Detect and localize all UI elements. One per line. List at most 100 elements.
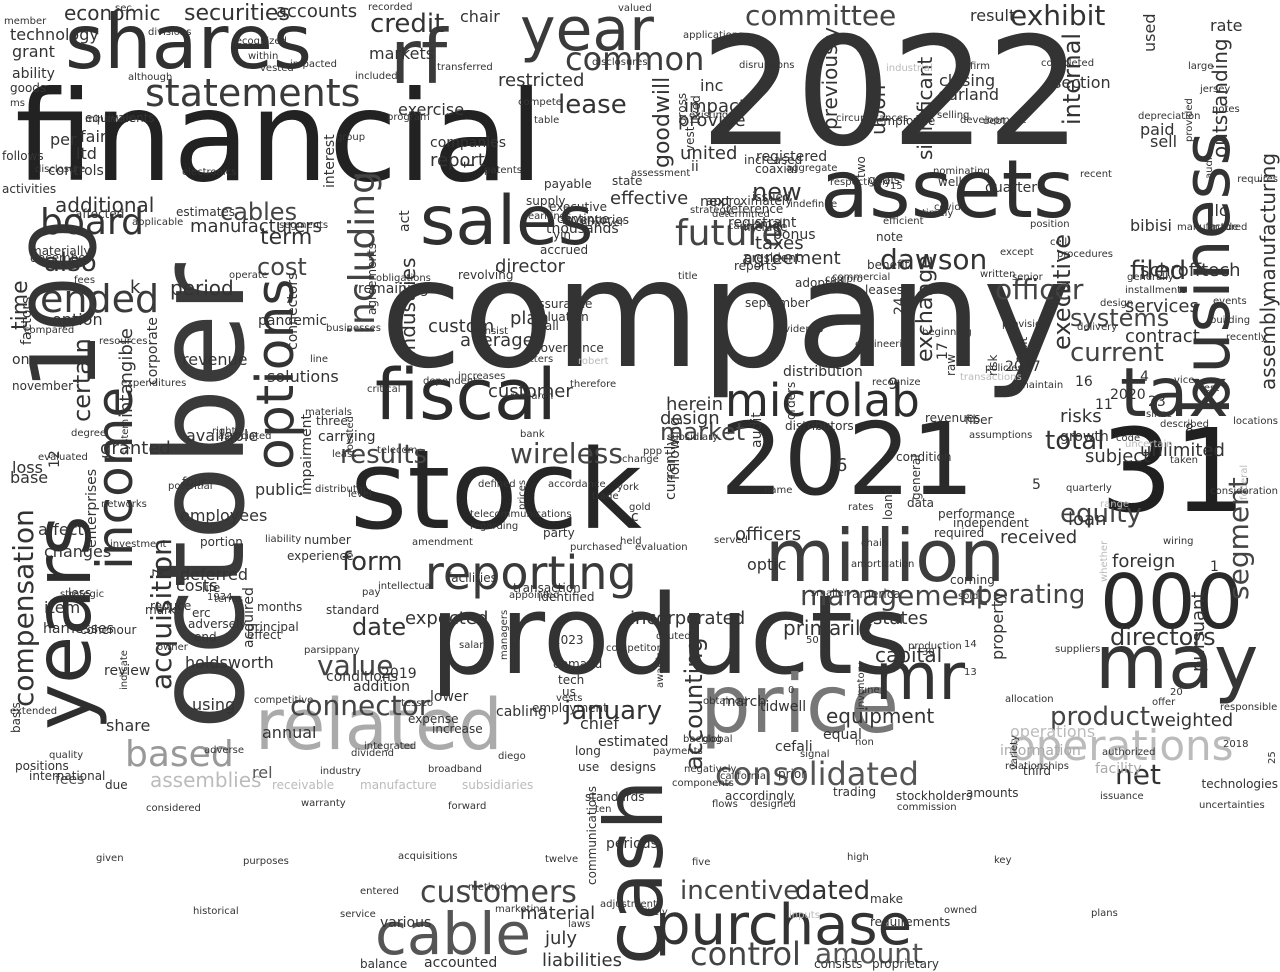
word-within: within — [248, 51, 279, 62]
word-30: 30 — [922, 647, 935, 658]
word-annual: annual — [262, 723, 317, 742]
word-dividend: dividend — [351, 748, 395, 759]
word-exhibit: exhibit — [1010, 0, 1106, 32]
word-orders: orders — [784, 381, 798, 420]
word-continue: continue — [557, 212, 610, 226]
word-25: 25 — [1267, 751, 1278, 764]
word-4: 4 — [1140, 369, 1149, 385]
word-facilities: facilities — [447, 571, 497, 585]
word-total: total — [1045, 426, 1105, 456]
word-nominating: nominating — [933, 166, 990, 177]
word-reporting: reporting — [425, 546, 637, 600]
word-transactions: transactions — [960, 372, 1022, 383]
word-requires: requires — [1237, 174, 1278, 185]
word-15: 15 — [890, 181, 903, 192]
word-ppp: ppp — [643, 446, 663, 457]
word-goods: goods — [10, 81, 47, 95]
word-served: served — [714, 535, 748, 546]
word-one: one — [12, 352, 39, 368]
word-amendment: amendment — [412, 537, 473, 548]
word-managers: managers — [499, 609, 510, 660]
word-plans: plans — [1091, 908, 1118, 919]
word-common: common — [565, 40, 705, 78]
word-inputs: inputs — [789, 910, 820, 921]
word-information: information — [1000, 743, 1081, 759]
word-telecom: telecom — [377, 445, 418, 456]
word-delivery: delivery — [1077, 322, 1118, 333]
word-audit: audit — [749, 412, 765, 448]
word-garland: garland — [938, 85, 1000, 104]
word-facility: facility — [1095, 761, 1142, 777]
word-wiring: wiring — [1163, 536, 1194, 547]
word-selling: selling — [937, 110, 970, 121]
word-diluted: diluted — [656, 631, 691, 642]
word-building: building — [1210, 315, 1251, 326]
word-various: various — [380, 915, 432, 931]
word-assurance: assurance — [531, 297, 593, 311]
word-adopted: adopted — [795, 276, 845, 290]
word-therefore: therefore — [570, 379, 617, 390]
word-june: june — [858, 685, 880, 696]
word-california: california — [720, 771, 767, 782]
word-authorized: authorized — [1102, 747, 1156, 758]
word-closing: closing — [939, 71, 996, 90]
word-condition: condition — [896, 450, 952, 464]
word-table: table — [534, 115, 560, 126]
word-flows: flows — [712, 799, 738, 810]
word-13: 13 — [964, 667, 977, 678]
word-result: result — [970, 6, 1016, 25]
word-chief: chief — [580, 714, 619, 733]
word-change: change — [622, 454, 659, 465]
word-make: make — [870, 892, 903, 906]
word-year: year — [520, 0, 654, 65]
word-networks: networks — [101, 499, 147, 510]
word-approximately: approximately — [706, 194, 793, 208]
word-equity: equity — [1060, 499, 1142, 529]
word-laws: laws — [568, 919, 591, 930]
word-capital: capital — [875, 643, 943, 667]
word-additional: additional — [55, 193, 155, 217]
word-governance: governance — [533, 341, 604, 355]
word-notes: notes — [1212, 104, 1240, 115]
word-leases: leases — [865, 283, 903, 297]
word-fees: fees — [55, 772, 85, 788]
word-cables: cables — [220, 198, 298, 226]
word-distributors: distributors — [785, 419, 854, 433]
word-four: four — [182, 475, 207, 489]
word-item: item — [44, 598, 81, 617]
word-small: small — [754, 217, 786, 231]
word-interest: interest — [322, 134, 338, 188]
word-covid: covid — [934, 202, 961, 213]
word-equivalents: equivalents — [85, 111, 155, 125]
word-accounted: accounted — [424, 955, 498, 971]
word-increases: increases — [458, 371, 506, 382]
word-used: used — [1140, 13, 1159, 52]
word-solutions: solutions — [267, 367, 339, 386]
word-quarterly: quarterly — [1066, 483, 1112, 494]
word-mark: mark — [145, 603, 176, 617]
word-evaluation: evaluation — [635, 542, 688, 553]
word-resources: resources — [99, 336, 148, 347]
word-development: development — [960, 115, 1026, 126]
word-offer: offer — [1152, 697, 1176, 708]
word-9: 9 — [888, 374, 899, 393]
word-systems: systems — [1070, 304, 1170, 332]
word-provision: provision — [1002, 319, 1048, 330]
word-chain: chain — [861, 538, 889, 549]
word-price: price — [700, 658, 900, 751]
word-c: c — [631, 509, 639, 525]
word-deferred: deferred — [180, 565, 248, 584]
word-since: since — [1146, 409, 1172, 420]
word-included: included — [355, 71, 398, 82]
word-general: general — [909, 454, 923, 500]
word-pandemic: pandemic — [258, 313, 328, 329]
word-financial: financial — [15, 65, 544, 210]
word-future: future — [675, 213, 784, 254]
word-name: name — [764, 485, 793, 496]
word-option: option — [52, 310, 103, 329]
word-accrued: accrued — [540, 243, 589, 257]
word-2017: 2017 — [1005, 359, 1041, 375]
word-valued: valued — [618, 3, 652, 14]
word-unit: unit — [1016, 336, 1030, 360]
